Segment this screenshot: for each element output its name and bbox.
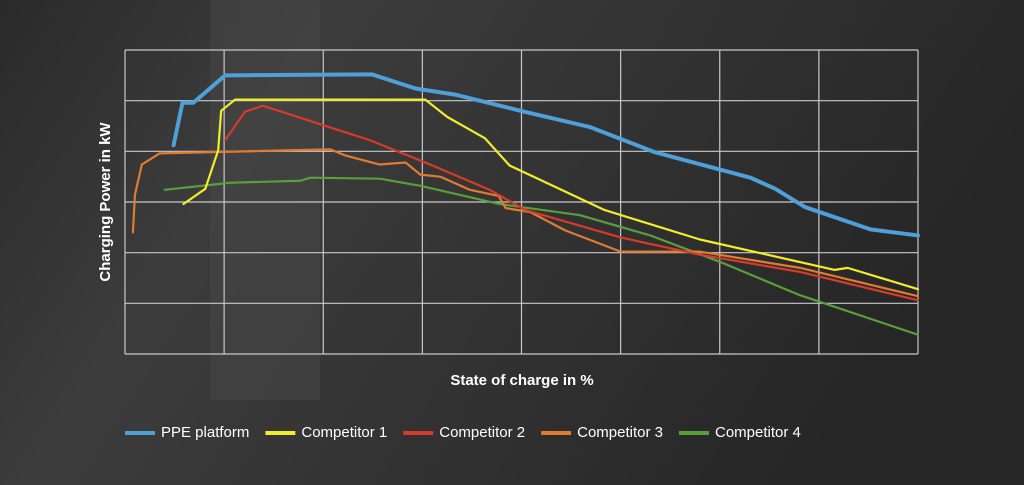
background-pillar (210, 0, 320, 400)
series-line (131, 148, 920, 298)
series-line (224, 104, 920, 302)
legend-label: Competitor 1 (301, 424, 387, 441)
series-line (182, 98, 920, 291)
y-axis-label: Charging Power in kW (97, 122, 114, 282)
series-line (171, 72, 920, 238)
series-line (163, 176, 920, 336)
legend-label: PPE platform (161, 424, 249, 441)
legend-label: Competitor 2 (439, 424, 525, 441)
legend-label: Competitor 4 (715, 424, 801, 441)
x-axis-label: State of charge in % (450, 372, 593, 389)
legend-label: Competitor 3 (577, 424, 663, 441)
